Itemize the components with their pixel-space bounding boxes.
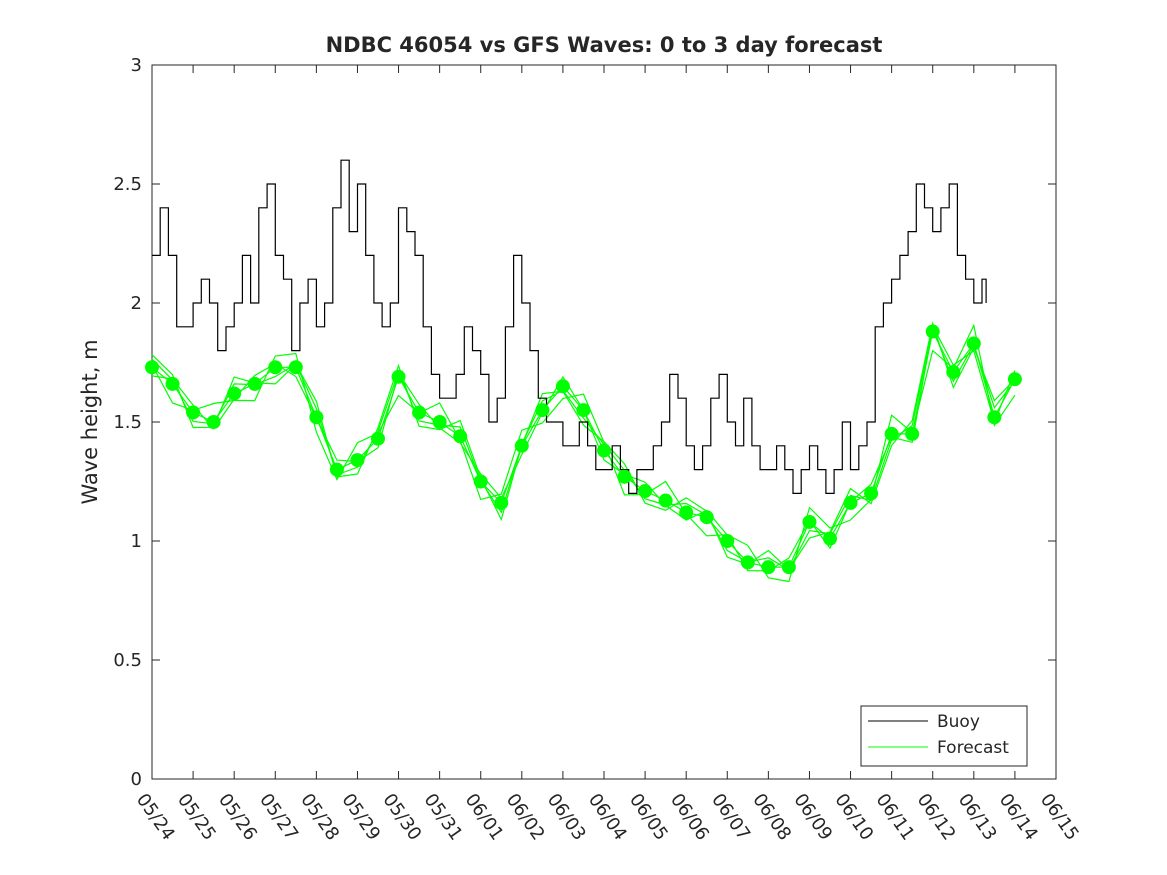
forecast-point bbox=[905, 426, 920, 441]
plot-area bbox=[151, 64, 1057, 780]
forecast-point bbox=[720, 534, 735, 548]
forecast-point bbox=[658, 493, 673, 508]
forecast-point bbox=[371, 431, 385, 446]
forecast-point bbox=[679, 505, 694, 520]
forecast-point bbox=[514, 438, 529, 453]
y-tick-label: 3 bbox=[131, 55, 142, 76]
forecast-point bbox=[227, 386, 242, 401]
forecast-point bbox=[576, 403, 591, 418]
forecast-points bbox=[145, 324, 1022, 575]
forecast-point bbox=[288, 360, 303, 375]
y-tick-label: 1 bbox=[131, 531, 142, 552]
forecast-point bbox=[946, 365, 961, 380]
forecast-point bbox=[740, 555, 755, 570]
forecast-point bbox=[329, 462, 344, 477]
forecast-point bbox=[432, 415, 447, 429]
forecast-point bbox=[165, 376, 180, 391]
forecast-point bbox=[761, 560, 776, 575]
y-axis: 0 0.5 1 1.5 2 2.5 3 bbox=[113, 55, 1056, 790]
forecast-point bbox=[699, 510, 714, 525]
forecast-point bbox=[781, 560, 796, 575]
y-axis-label: Wave height, m bbox=[78, 339, 102, 504]
forecast-point bbox=[494, 495, 509, 510]
forecast-point bbox=[884, 426, 899, 441]
legend-box bbox=[860, 705, 1028, 767]
forecast-point bbox=[864, 486, 879, 501]
forecast-point bbox=[1007, 372, 1022, 387]
forecast-point bbox=[823, 531, 837, 546]
forecast-point bbox=[966, 336, 981, 351]
legend-entry-buoy: Buoy bbox=[937, 712, 980, 732]
forecast-point bbox=[987, 410, 1002, 425]
forecast-point bbox=[473, 474, 488, 489]
legend: Buoy Forecast bbox=[860, 705, 1028, 767]
forecast-point bbox=[453, 429, 468, 444]
forecast-point bbox=[638, 484, 653, 499]
legend-entry-forecast: Forecast bbox=[937, 738, 1009, 758]
y-tick-label: 2 bbox=[131, 293, 142, 314]
forecast-point bbox=[145, 360, 159, 375]
forecast-point bbox=[802, 514, 817, 529]
buoy-series bbox=[152, 159, 987, 494]
forecast-point bbox=[617, 469, 632, 484]
forecast-point bbox=[412, 405, 427, 420]
buoy-line bbox=[152, 159, 987, 494]
forecast-point bbox=[206, 415, 221, 429]
forecast-point bbox=[925, 324, 940, 339]
forecast-point bbox=[597, 443, 611, 458]
y-tick-label: 2.5 bbox=[113, 174, 142, 195]
forecast-point bbox=[309, 410, 324, 425]
forecast-point bbox=[268, 360, 283, 375]
y-tick-label: 1.5 bbox=[113, 412, 142, 433]
forecast-point bbox=[535, 403, 550, 418]
chart-title: NDBC 46054 vs GFS Waves: 0 to 3 day fore… bbox=[326, 33, 883, 57]
forecast-point bbox=[186, 405, 201, 420]
forecast-point bbox=[350, 453, 365, 468]
forecast-point bbox=[555, 379, 570, 394]
y-tick-label: 0 bbox=[131, 769, 142, 790]
forecast-point bbox=[247, 376, 262, 391]
forecast-point bbox=[843, 495, 858, 510]
y-tick-label: 0.5 bbox=[113, 650, 142, 671]
forecast-point bbox=[391, 369, 406, 384]
